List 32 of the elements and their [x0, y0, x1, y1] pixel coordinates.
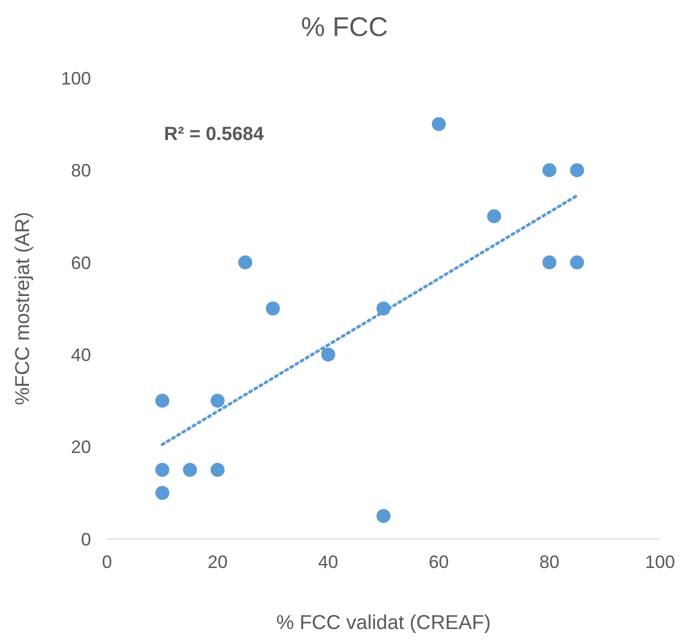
point	[266, 302, 280, 316]
point	[542, 255, 556, 270]
point	[210, 462, 225, 477]
chart-title: % FCC	[301, 12, 388, 42]
point	[542, 163, 556, 178]
x-tick-label: 0	[102, 552, 112, 572]
y-tick-label: 80	[70, 160, 91, 181]
point	[155, 394, 170, 408]
y-tick-label: 100	[60, 68, 91, 88]
x-tick-label: 20	[208, 552, 228, 572]
annotation: R² = 0.5684	[164, 124, 264, 145]
point	[321, 348, 336, 362]
point	[570, 255, 584, 270]
point	[487, 209, 502, 224]
x-axis-title: % FCC validat (CREAF)	[276, 612, 491, 634]
y-tick-label: 40	[70, 344, 91, 365]
point	[238, 255, 252, 270]
y-tick-label: 60	[70, 252, 91, 273]
point	[570, 163, 584, 178]
point	[182, 462, 197, 477]
y-tick-label: 20	[70, 437, 91, 458]
point	[210, 394, 225, 408]
y-axis-title: %FCC mostrejat (AR)	[12, 212, 34, 406]
point	[155, 462, 170, 477]
y-tick-label: 0	[80, 529, 91, 550]
x-tick-label: 60	[428, 552, 449, 572]
x-tick-label: 80	[539, 552, 560, 572]
x-tick-label: 40	[318, 552, 338, 572]
point	[376, 508, 390, 523]
point	[432, 117, 446, 132]
x-tick-label: 100	[644, 552, 676, 572]
point	[155, 486, 170, 500]
